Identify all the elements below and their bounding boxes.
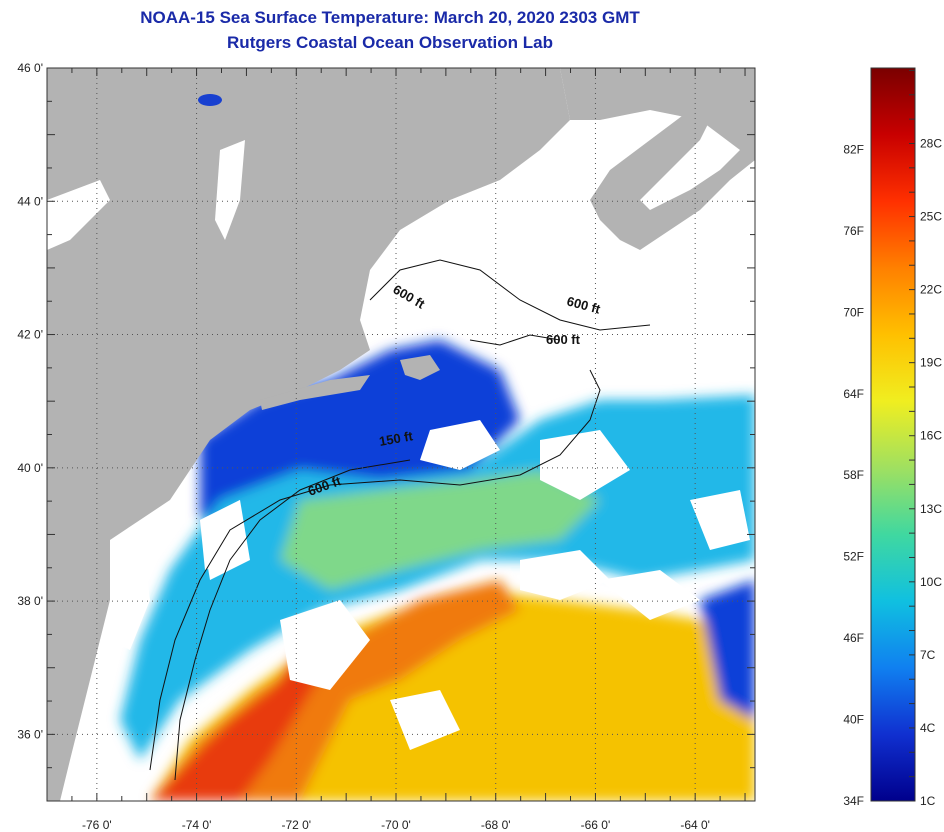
colorbar-c-label: 1C xyxy=(920,794,936,808)
lon-tick-label: -70 0' xyxy=(381,818,411,832)
colorbar-c-label: 25C xyxy=(920,210,942,224)
lon-tick-label: -74 0' xyxy=(182,818,212,832)
inland-snow xyxy=(47,140,245,650)
land xyxy=(47,68,755,801)
colorbar-ticks: 82F 76F 70F 64F 58F 52F 46F 40F 34F 28C 25C 22C 19C 1… xyxy=(843,69,942,808)
lake xyxy=(198,94,222,106)
colorbar-c-label: 19C xyxy=(920,356,942,370)
lat-tick-label: 40 0' xyxy=(17,461,43,475)
cloud-patch xyxy=(420,420,500,470)
lon-tick-label: -68 0' xyxy=(481,818,511,832)
land-nova-scotia xyxy=(560,68,755,250)
contour-line-600ft-south xyxy=(149,369,601,771)
cloud-patch xyxy=(520,550,610,600)
colorbar-f-label: 82F xyxy=(843,142,864,156)
colorbar-c-label: 10C xyxy=(920,575,942,589)
snow-patch xyxy=(200,500,240,570)
contour-line-150ft xyxy=(174,459,411,781)
colorbar-f-label: 58F xyxy=(843,468,864,482)
contour-label: 600 ft xyxy=(546,332,581,347)
lat-tick-label: 38 0' xyxy=(17,594,43,608)
contour-label: 150 ft xyxy=(378,428,415,449)
contour-line-600ft-gom xyxy=(469,334,561,346)
colorbar-c-label: 28C xyxy=(920,136,942,150)
colorbar-c-label: 22C xyxy=(920,283,942,297)
snow-patch xyxy=(110,520,150,650)
cloud-patch xyxy=(540,430,630,500)
colorbar-c-label: 7C xyxy=(920,648,936,662)
colorbar-f-label: 46F xyxy=(843,631,864,645)
map-title: NOAA-15 Sea Surface Temperature: March 2… xyxy=(140,8,640,27)
snow-patch xyxy=(215,140,245,240)
sst-cold-shelf xyxy=(200,340,520,520)
colorbar xyxy=(870,67,916,802)
lat-tick-label: 42 0' xyxy=(17,328,43,342)
sst-mid-band xyxy=(280,470,600,590)
cloud-patch xyxy=(390,690,460,750)
lat-tick-label: 46 0' xyxy=(17,61,43,75)
graticule xyxy=(47,68,755,801)
colorbar-f-label: 40F xyxy=(843,713,864,727)
cloud-patch xyxy=(600,570,700,620)
snow-patch xyxy=(47,180,110,250)
colorbar-f-label: 70F xyxy=(843,305,864,319)
map-area xyxy=(47,68,755,801)
sst-cold-east xyxy=(700,580,755,720)
cloud-cover xyxy=(200,420,750,750)
colorbar-c-label: 16C xyxy=(920,429,942,443)
land-mainland xyxy=(47,68,570,801)
colorbar-c-label: 13C xyxy=(920,502,942,516)
contour-line-600ft-north xyxy=(369,259,651,331)
lon-tick-label: -66 0' xyxy=(581,818,611,832)
lon-tick-label: -76 0' xyxy=(82,818,112,832)
sst-hottest-core xyxy=(150,620,330,801)
lat-tick-label: 36 0' xyxy=(17,727,43,741)
lon-tick-label: -72 0' xyxy=(281,818,311,832)
cloud-patch xyxy=(280,600,370,690)
land-cape-cod xyxy=(400,355,440,380)
map-subtitle: Rutgers Coastal Ocean Observation Lab xyxy=(227,33,553,52)
colorbar-c-label: 4C xyxy=(920,721,936,735)
axis-ticks: 46 0' 44 0' 42 0' 40 0' 38 0' 36 0' -76 0' -74 … xyxy=(17,61,755,832)
colorbar-f-label: 52F xyxy=(843,550,864,564)
cloud-patch xyxy=(690,490,750,550)
colorbar-f-label: 34F xyxy=(843,794,864,808)
land-long-island xyxy=(260,375,370,410)
colorbar-f-label: 76F xyxy=(843,224,864,238)
lon-tick-label: -64 0' xyxy=(680,818,710,832)
lat-tick-label: 44 0' xyxy=(17,194,43,208)
colorbar-f-label: 64F xyxy=(843,387,864,401)
depth-contours xyxy=(149,259,651,781)
